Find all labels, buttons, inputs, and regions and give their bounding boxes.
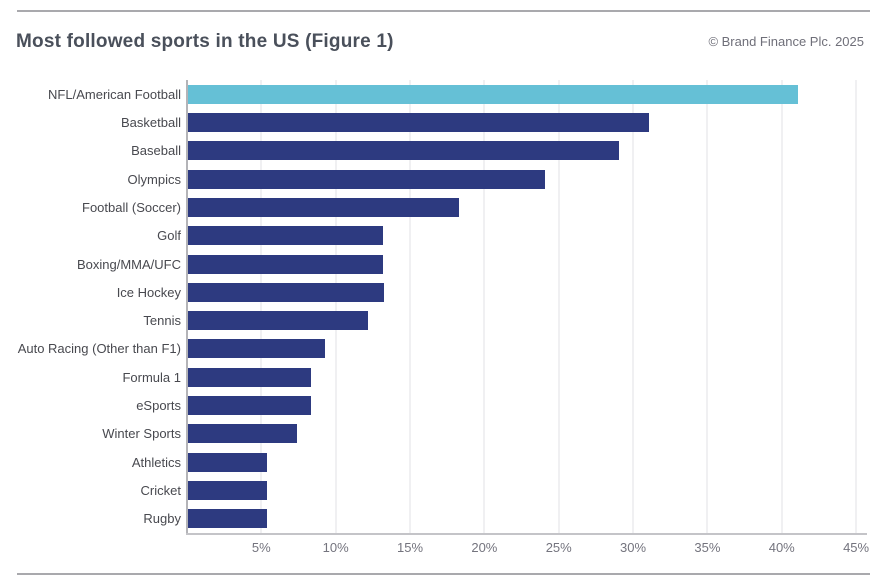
plot-area bbox=[186, 80, 867, 535]
bar-row bbox=[188, 307, 866, 335]
bar-row bbox=[188, 250, 866, 278]
bar-row bbox=[188, 391, 866, 419]
x-tick-label: 25% bbox=[545, 540, 572, 555]
bar-row bbox=[188, 80, 866, 108]
category-label: NFL/American Football bbox=[48, 86, 181, 102]
bar-row bbox=[188, 505, 866, 533]
bar-cricket bbox=[188, 481, 267, 501]
category-label: Tennis bbox=[143, 313, 181, 329]
category-label: Ice Hockey bbox=[116, 284, 181, 300]
gridline bbox=[855, 80, 858, 534]
x-axis-tick-labels: 5% 10% 15% 20% 25% 30% 35% 40% 45% bbox=[0, 540, 878, 556]
x-tick-label: 40% bbox=[768, 540, 795, 555]
category-label: Baseball bbox=[131, 143, 181, 159]
category-label: eSports bbox=[136, 398, 181, 414]
bar-row bbox=[188, 165, 866, 193]
bar-golf bbox=[188, 226, 383, 246]
bar-row bbox=[188, 108, 866, 136]
bar-athletics bbox=[188, 452, 267, 472]
gridline bbox=[334, 80, 337, 534]
gridline bbox=[780, 80, 783, 534]
category-label: Golf bbox=[157, 228, 181, 244]
category-label: Athletics bbox=[131, 454, 181, 470]
bar-row bbox=[188, 222, 866, 250]
bar-row bbox=[188, 193, 866, 221]
bar-row bbox=[188, 420, 866, 448]
gridline bbox=[260, 80, 263, 534]
bar-winter-sports bbox=[188, 424, 297, 444]
bar-ice-hockey bbox=[188, 282, 385, 302]
bar-rugby bbox=[188, 509, 267, 529]
copyright-notice: © Brand Finance Plc. 2025 bbox=[708, 34, 864, 49]
x-tick-label: 15% bbox=[397, 540, 424, 555]
bar-nfl-american-football bbox=[188, 84, 798, 104]
gridline bbox=[409, 80, 412, 534]
y-axis-line bbox=[186, 80, 188, 535]
bar-football-soccer- bbox=[188, 197, 459, 217]
bar-basketball bbox=[188, 112, 649, 132]
bar-row bbox=[188, 278, 866, 306]
x-tick-label: 30% bbox=[620, 540, 647, 555]
bar-auto-racing-other-than-f1- bbox=[188, 339, 325, 359]
x-tick-label: 5% bbox=[251, 540, 271, 555]
bar-row bbox=[188, 363, 866, 391]
category-label: Cricket bbox=[140, 483, 181, 499]
category-label: Rugby bbox=[143, 511, 181, 527]
category-label: Winter Sports bbox=[102, 426, 181, 442]
bar-row bbox=[188, 335, 866, 363]
category-label: Football (Soccer) bbox=[82, 199, 181, 215]
x-tick-label: 45% bbox=[843, 540, 870, 555]
x-tick-label: 35% bbox=[694, 540, 721, 555]
top-divider bbox=[17, 10, 870, 12]
category-label: Basketball bbox=[121, 114, 181, 130]
category-label: Olympics bbox=[127, 171, 181, 187]
gridline bbox=[706, 80, 709, 534]
category-axis-labels: NFL/American Football Basketball Baseball O… bbox=[0, 80, 181, 533]
gridline bbox=[483, 80, 486, 534]
bar-row bbox=[188, 137, 866, 165]
bar-tennis bbox=[188, 311, 368, 331]
bar-row bbox=[188, 476, 866, 504]
bottom-divider bbox=[17, 573, 870, 575]
bar-baseball bbox=[188, 141, 620, 161]
x-tick-label: 20% bbox=[471, 540, 498, 555]
bar-series bbox=[188, 80, 866, 533]
bar-formula-1 bbox=[188, 367, 312, 387]
gridline bbox=[557, 80, 560, 534]
category-label: Auto Racing (Other than F1) bbox=[17, 341, 181, 357]
bar-olympics bbox=[188, 169, 545, 189]
bar-row bbox=[188, 448, 866, 476]
category-label: Formula 1 bbox=[122, 369, 181, 385]
bar-esports bbox=[188, 396, 312, 416]
bar-boxing-mma-ufc bbox=[188, 254, 383, 274]
category-label: Boxing/MMA/UFC bbox=[76, 256, 181, 272]
x-axis-line bbox=[186, 533, 867, 535]
chart-title: Most followed sports in the US (Figure 1… bbox=[16, 31, 394, 52]
x-tick-label: 10% bbox=[322, 540, 349, 555]
gridline bbox=[632, 80, 635, 534]
